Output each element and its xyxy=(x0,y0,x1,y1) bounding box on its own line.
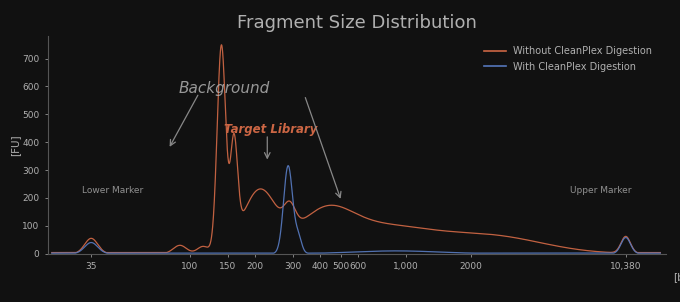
Text: Lower Marker: Lower Marker xyxy=(82,186,143,195)
Text: Upper Marker: Upper Marker xyxy=(571,186,632,195)
Text: Target Library: Target Library xyxy=(224,123,317,136)
Text: Background: Background xyxy=(178,81,269,96)
Legend: Without CleanPlex Digestion, With CleanPlex Digestion: Without CleanPlex Digestion, With CleanP… xyxy=(481,43,656,75)
Title: Fragment Size Distribution: Fragment Size Distribution xyxy=(237,14,477,32)
Text: [bp]: [bp] xyxy=(673,273,680,283)
Y-axis label: [FU]: [FU] xyxy=(11,134,20,156)
